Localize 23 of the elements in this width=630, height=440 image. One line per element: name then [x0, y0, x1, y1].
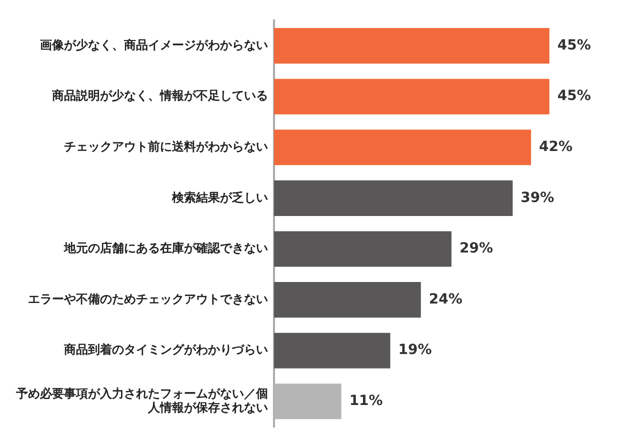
bar [274, 231, 452, 267]
bar [274, 28, 550, 64]
data-label: 29% [459, 240, 493, 257]
bar [274, 130, 532, 166]
data-label: 19% [398, 342, 432, 358]
data-label: 39% [520, 190, 554, 206]
y-tick-label: 商品説明が少なく、情報が不足している [51, 88, 268, 103]
bar [274, 78, 550, 114]
y-tick-label: 予め必要事項が入力されたフォームがない／個人情報が保存されない [15, 386, 268, 415]
data-label: 45% [557, 88, 591, 104]
data-label: 42% [539, 139, 573, 156]
y-tick-label: 商品到着のタイミングがわかりづらい [63, 342, 268, 357]
y-tick-label: エラーや不備のためチェックアウトできない [28, 292, 268, 306]
data-label: 45% [557, 37, 591, 54]
y-tick-label: 検索結果が乏しい [171, 190, 268, 204]
y-tick-label: チェックアウト前に送料がわからない [64, 140, 268, 154]
data-label: 24% [428, 291, 462, 308]
bar [274, 180, 513, 216]
data-label: 11% [349, 393, 383, 410]
bar [274, 332, 390, 368]
y-tick-label: 地元の店舗にある在庫が確認できない [63, 241, 268, 256]
bar [274, 282, 421, 318]
y-tick-label: 画像が少なく、商品イメージがわからない [40, 38, 268, 52]
